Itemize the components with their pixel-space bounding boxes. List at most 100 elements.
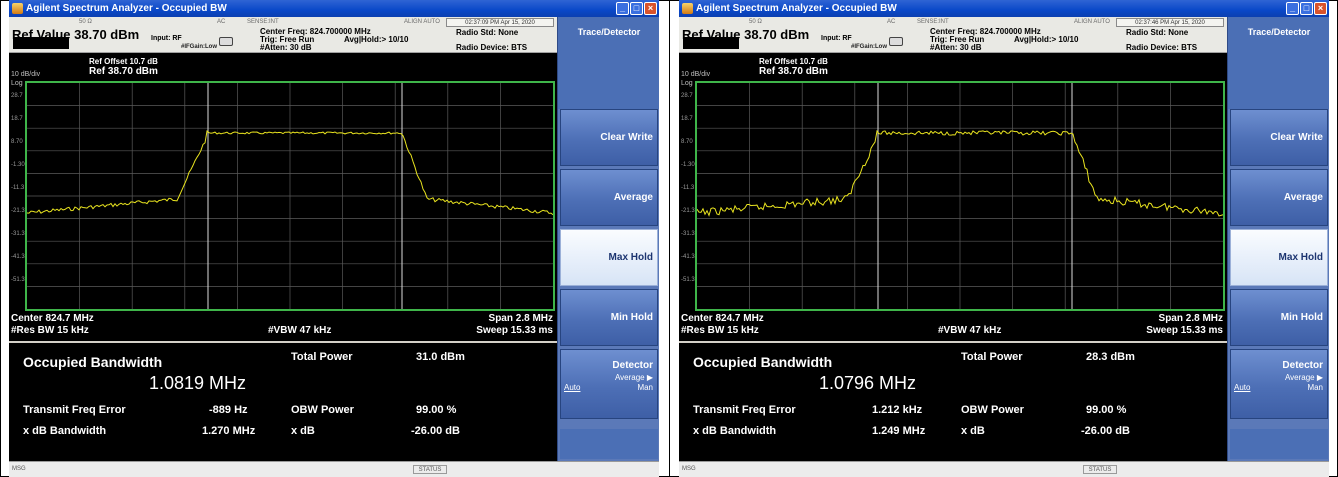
input-connector-icon bbox=[219, 37, 233, 46]
obw-label: Occupied Bandwidth bbox=[693, 354, 833, 370]
y-tick-label: 18.7 bbox=[11, 116, 23, 122]
results-panel: Occupied Bandwidth 1.0796 MHz Total Powe… bbox=[679, 343, 1227, 461]
attenuation: #Atten: 30 dB bbox=[260, 43, 312, 52]
impedance: 50 Ω bbox=[749, 19, 762, 25]
trigger: Trig: Free Run bbox=[930, 35, 985, 44]
video-bw: #VBW 47 kHz bbox=[938, 325, 1002, 336]
tfe-label: Transmit Freq Error bbox=[693, 404, 796, 416]
obw-power-label: OBW Power bbox=[961, 404, 1024, 416]
input-connector-icon bbox=[889, 37, 903, 46]
detector-label: Detector bbox=[1282, 360, 1323, 371]
app-icon bbox=[682, 3, 693, 14]
trace-grid[interactable] bbox=[25, 81, 555, 311]
ref-value-entry[interactable] bbox=[13, 37, 69, 49]
y-tick-label: 8.70 bbox=[11, 139, 23, 145]
sweep-time: Sweep 15.33 ms bbox=[476, 325, 553, 336]
resolution-bw: #Res BW 15 kHz bbox=[681, 325, 759, 336]
average-button[interactable]: Average bbox=[560, 169, 658, 226]
scale-per-div: 10 dB/div bbox=[11, 71, 41, 78]
y-tick-label: -51.3 bbox=[681, 277, 695, 283]
clear-write-button[interactable]: Clear Write bbox=[560, 109, 658, 166]
center-freq: Center Freq: 824.700000 MHz bbox=[260, 27, 371, 36]
y-tick-label: 28.7 bbox=[11, 93, 23, 99]
close-icon[interactable]: × bbox=[644, 2, 657, 15]
y-tick-label: -1.30 bbox=[681, 162, 695, 168]
measurement-info-bar: 50 Ω AC SENSE:INT ALIGN AUTO 02:37:09 PM… bbox=[9, 17, 557, 53]
total-power-value: 28.3 dBm bbox=[1086, 351, 1135, 363]
detector-mode: Average ▶ bbox=[1284, 373, 1323, 382]
xdb-value: -26.00 dB bbox=[411, 425, 460, 437]
avg-hold: Avg|Hold:> 10/10 bbox=[344, 35, 409, 44]
detector-button[interactable]: Detector Average ▶ Man Auto bbox=[560, 349, 658, 419]
softkey-blank bbox=[1230, 429, 1328, 459]
obw-value: 1.0796 MHz bbox=[819, 373, 917, 393]
title-bar: Agilent Spectrum Analyzer - Occupied BW … bbox=[9, 0, 659, 17]
y-tick-label: -11.3 bbox=[11, 185, 25, 191]
tfe-value: 1.212 kHz bbox=[872, 404, 923, 416]
close-icon[interactable]: × bbox=[1314, 2, 1327, 15]
status-bar: MSG STATUS bbox=[9, 461, 659, 477]
y-tick-label: -1.30 bbox=[11, 162, 25, 168]
min-hold-button[interactable]: Min Hold bbox=[1230, 289, 1328, 346]
y-tick-label: 8.70 bbox=[681, 139, 693, 145]
spectrum-trace bbox=[697, 129, 1223, 217]
trace-plot bbox=[27, 83, 553, 309]
span: Span 2.8 MHz bbox=[488, 313, 553, 324]
clear-write-button[interactable]: Clear Write bbox=[1230, 109, 1328, 166]
impedance: 50 Ω bbox=[79, 19, 92, 25]
avg-hold: Avg|Hold:> 10/10 bbox=[1014, 35, 1079, 44]
maximize-icon[interactable]: □ bbox=[630, 2, 643, 15]
window-title: Agilent Spectrum Analyzer - Occupied BW bbox=[26, 3, 227, 14]
detector-button[interactable]: Detector Average ▶ Man Auto bbox=[1230, 349, 1328, 419]
radio-std: Radio Std: None bbox=[1126, 28, 1189, 37]
y-tick-label: -31.3 bbox=[681, 231, 695, 237]
input: Input: RF bbox=[151, 35, 182, 42]
spectrum-display: Ref Offset 10.7 dB Ref 38.70 dBm 10 dB/d… bbox=[9, 53, 557, 341]
xdb-value: -26.00 dB bbox=[1081, 425, 1130, 437]
trace-plot bbox=[697, 83, 1223, 309]
minimize-icon[interactable]: _ bbox=[1286, 2, 1299, 15]
scale-per-div: 10 dB/div bbox=[681, 71, 711, 78]
spectrum-trace bbox=[27, 130, 553, 216]
obw-value: 1.0819 MHz bbox=[149, 373, 247, 393]
trigger: Trig: Free Run bbox=[260, 35, 315, 44]
sense: SENSE:INT bbox=[247, 19, 279, 25]
softkey-menu-title: Trace/Detector bbox=[1228, 17, 1329, 109]
video-bw: #VBW 47 kHz bbox=[268, 325, 332, 336]
max-hold-button[interactable]: Max Hold bbox=[560, 229, 658, 286]
average-button[interactable]: Average bbox=[1230, 169, 1328, 226]
trace-grid[interactable] bbox=[695, 81, 1225, 311]
y-tick-label: 18.7 bbox=[681, 116, 693, 122]
minimize-icon[interactable]: _ bbox=[616, 2, 629, 15]
xdb-bw-value: 1.270 MHz bbox=[202, 425, 256, 437]
center-frequency: Center 824.7 MHz bbox=[11, 313, 94, 324]
resolution-bw: #Res BW 15 kHz bbox=[11, 325, 89, 336]
analyzer-window-1: Agilent Spectrum Analyzer - Occupied BW … bbox=[9, 0, 659, 477]
total-power-value: 31.0 dBm bbox=[416, 351, 465, 363]
title-bar: Agilent Spectrum Analyzer - Occupied BW … bbox=[679, 0, 1329, 17]
tfe-label: Transmit Freq Error bbox=[23, 404, 126, 416]
status-area: STATUS bbox=[413, 465, 447, 474]
obw-power-label: OBW Power bbox=[291, 404, 354, 416]
ref-value-entry[interactable] bbox=[683, 37, 739, 49]
max-hold-button[interactable]: Max Hold bbox=[1230, 229, 1328, 286]
center-freq: Center Freq: 824.700000 MHz bbox=[930, 27, 1041, 36]
scale-type: Log bbox=[11, 80, 23, 87]
center-frequency: Center 824.7 MHz bbox=[681, 313, 764, 324]
app-icon bbox=[12, 3, 23, 14]
min-hold-button[interactable]: Min Hold bbox=[560, 289, 658, 346]
xdb-bw-label: x dB Bandwidth bbox=[693, 425, 777, 437]
radio-device: Radio Device: BTS bbox=[456, 43, 528, 52]
analyzer-window-2: Agilent Spectrum Analyzer - Occupied BW … bbox=[679, 0, 1329, 477]
ref-offset: Ref Offset 10.7 dB bbox=[89, 57, 158, 66]
coupling: AC bbox=[887, 19, 896, 25]
xdb-bw-value: 1.249 MHz bbox=[872, 425, 926, 437]
results-panel: Occupied Bandwidth 1.0819 MHz Total Powe… bbox=[9, 343, 557, 461]
maximize-icon[interactable]: □ bbox=[1300, 2, 1313, 15]
measurement-info-bar: 50 Ω AC SENSE:INT ALIGN AUTO 02:37:46 PM… bbox=[679, 17, 1227, 53]
if-gain: #IFGain:Low bbox=[181, 44, 217, 50]
if-gain: #IFGain:Low bbox=[851, 44, 887, 50]
detector-man: Man bbox=[1307, 383, 1323, 392]
input: Input: RF bbox=[821, 35, 852, 42]
scale-type: Log bbox=[681, 80, 693, 87]
